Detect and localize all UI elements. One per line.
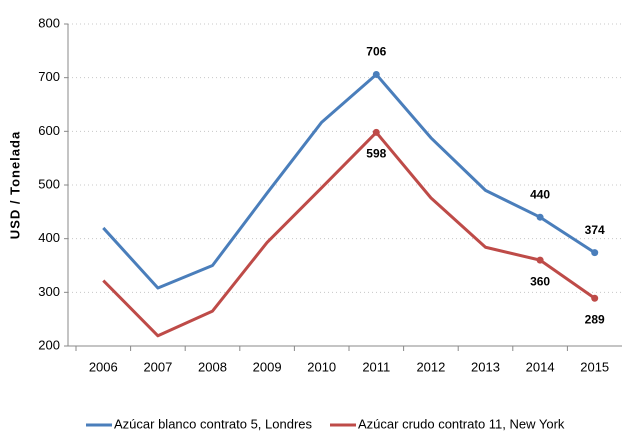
x-tick-label: 2009	[253, 359, 282, 374]
x-tick-label: 2011	[362, 359, 390, 374]
x-tick-label: 2010	[307, 359, 336, 374]
point-marker	[536, 256, 544, 264]
y-axis-label: USD / Tonelada	[7, 131, 22, 239]
value-label: 374	[585, 223, 605, 237]
x-tick-label: 2006	[89, 359, 118, 374]
x-tick-label: 2012	[416, 359, 445, 374]
point-marker	[536, 213, 544, 221]
value-label: 598	[366, 147, 386, 161]
point-marker	[372, 70, 380, 78]
series-line	[102, 72, 596, 290]
point-marker	[372, 128, 380, 136]
y-tick-label: 600	[38, 123, 60, 138]
point-marker	[591, 249, 599, 257]
x-tick-label: 2013	[471, 359, 500, 374]
point-marker	[591, 294, 599, 302]
y-tick-label: 200	[38, 337, 60, 352]
value-label: 706	[366, 45, 386, 59]
y-tick-label: 400	[38, 230, 60, 245]
x-tick-label: 2014	[526, 359, 555, 374]
y-tick-label: 800	[38, 15, 60, 30]
y-tick-label: 700	[38, 69, 60, 84]
x-tick-label: 2007	[143, 359, 172, 374]
value-label: 440	[530, 187, 550, 201]
y-tick-label: 300	[38, 284, 60, 299]
x-tick-label: 2008	[198, 359, 227, 374]
value-label: 289	[585, 312, 605, 326]
y-tick-label: 500	[38, 176, 60, 191]
legend-label: Azúcar crudo contrato 11, New York	[358, 416, 565, 431]
legend-label: Azúcar blanco contrato 5, Londres	[114, 416, 313, 431]
x-tick-label: 2015	[580, 359, 609, 374]
series-line	[102, 130, 596, 338]
value-label: 360	[530, 274, 550, 288]
